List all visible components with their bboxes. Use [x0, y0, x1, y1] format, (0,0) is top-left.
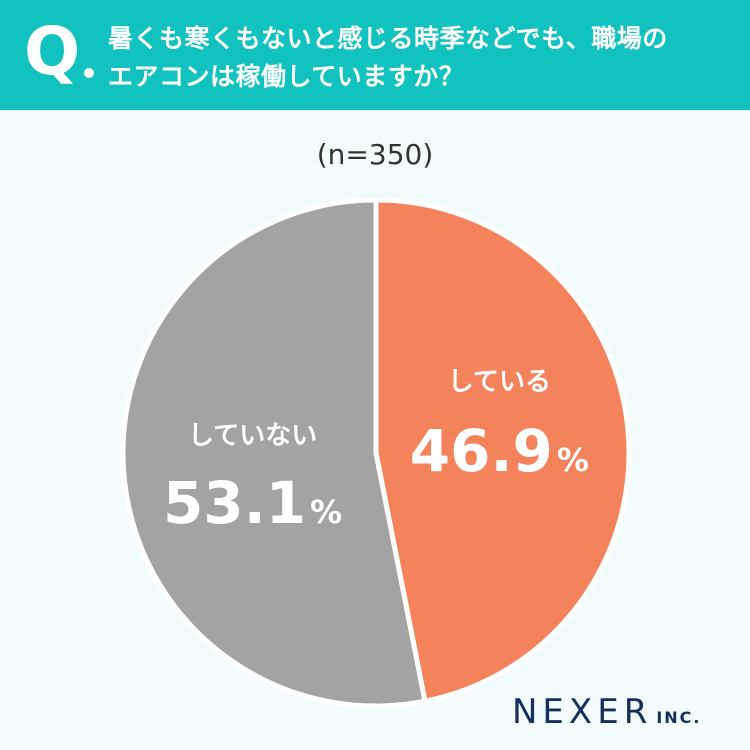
logo-main: NEXER [512, 692, 653, 732]
question-header: Q 暑くも寒くもないと感じる時季などでも、職場の エアコンは稼働していますか？ [0, 0, 750, 110]
question-text: 暑くも寒くもないと感じる時季などでも、職場の エアコンは稼働していますか？ [108, 20, 738, 96]
slice-value-0: 46.9% [410, 417, 589, 485]
slice-label-0: している [448, 367, 551, 397]
company-logo: NEXER INC. [512, 692, 702, 732]
question-line-2: エアコンは稼働していますか？ [108, 62, 465, 91]
q-dot [84, 68, 94, 78]
slice-value-1: 53.1% [163, 469, 342, 537]
q-mark: Q [24, 13, 81, 90]
pie-slice-1 [120, 197, 428, 709]
slice-label-1: していない [188, 421, 317, 451]
slice-value-unit-1: % [310, 493, 342, 531]
slice-value-number-1: 53.1 [163, 469, 306, 537]
question-line-1: 暑くも寒くもないと感じる時季などでも、職場の [108, 24, 668, 53]
pie-slice-0 [373, 197, 632, 704]
slice-value-unit-0: % [557, 441, 589, 479]
slice-value-number-0: 46.9 [410, 417, 553, 485]
sample-size: (n=350) [316, 138, 434, 171]
logo-sub: INC. [656, 708, 702, 727]
